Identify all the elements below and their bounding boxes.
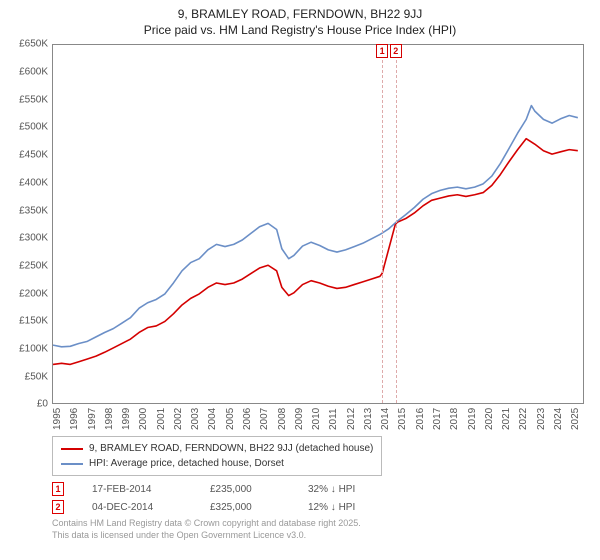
chart-lines: [53, 45, 583, 403]
y-tick-label: £650K: [19, 39, 48, 50]
x-tick-label: 2024: [553, 408, 555, 430]
y-tick-label: £500K: [19, 122, 48, 133]
x-tick-label: 2019: [467, 408, 469, 430]
x-tick-label: 2003: [190, 408, 192, 430]
x-tick-label: 2017: [432, 408, 434, 430]
title-line-2: Price paid vs. HM Land Registry's House …: [0, 22, 600, 38]
y-tick-label: £450K: [19, 150, 48, 161]
x-tick-label: 2018: [449, 408, 451, 430]
x-tick-label: 2022: [518, 408, 520, 430]
legend-label: HPI: Average price, detached house, Dors…: [89, 456, 284, 471]
y-tick-label: £300K: [19, 233, 48, 244]
x-tick-label: 2004: [207, 408, 209, 430]
sale-delta: 12% ↓ HPI: [308, 502, 355, 513]
footer-attribution: Contains HM Land Registry data © Crown c…: [52, 518, 588, 541]
footer-line-1: Contains HM Land Registry data © Crown c…: [52, 518, 588, 530]
x-tick-label: 2011: [328, 409, 330, 431]
legend-row: 9, BRAMLEY ROAD, FERNDOWN, BH22 9JJ (det…: [61, 441, 373, 456]
x-tick-label: 2023: [536, 408, 538, 430]
chart-area: £0 £50K £100K £150K £200K £250K £300K £350K £400…: [12, 44, 588, 432]
footer-line-2: This data is licensed under the Open Gov…: [52, 530, 588, 542]
sales-table: 1 17-FEB-2014 £235,000 32% ↓ HPI 2 04-DEC-201…: [52, 482, 588, 514]
sale-marker-box: 2: [390, 44, 402, 58]
y-tick-label: £0: [37, 399, 48, 410]
x-tick-label: 1996: [69, 408, 71, 430]
sale-price: £325,000: [210, 502, 280, 513]
x-tick-label: 2005: [225, 408, 227, 430]
legend-area: 9, BRAMLEY ROAD, FERNDOWN, BH22 9JJ (det…: [52, 436, 588, 476]
sale-row-marker: 2: [52, 500, 64, 514]
sale-row: 2 04-DEC-2014 £325,000 12% ↓ HPI: [52, 500, 588, 514]
sale-marker-line: [382, 45, 383, 403]
x-tick-label: 2008: [277, 408, 279, 430]
x-tick-label: 1999: [121, 408, 123, 430]
legend-box: 9, BRAMLEY ROAD, FERNDOWN, BH22 9JJ (det…: [52, 436, 382, 476]
x-tick-label: 2015: [397, 408, 399, 430]
x-tick-label: 2009: [294, 408, 296, 430]
x-tick-label: 2000: [138, 408, 140, 430]
sale-row: 1 17-FEB-2014 £235,000 32% ↓ HPI: [52, 482, 588, 496]
chart-title-block: 9, BRAMLEY ROAD, FERNDOWN, BH22 9JJ Pric…: [0, 0, 600, 38]
x-tick-label: 2025: [570, 408, 572, 430]
series-price_paid: [53, 139, 578, 365]
legend-swatch: [61, 448, 83, 450]
y-tick-label: £350K: [19, 205, 48, 216]
y-tick-label: £250K: [19, 260, 48, 271]
x-tick-label: 2016: [415, 408, 417, 430]
x-tick-label: 2007: [259, 408, 261, 430]
legend-label: 9, BRAMLEY ROAD, FERNDOWN, BH22 9JJ (det…: [89, 441, 373, 456]
y-tick-label: £200K: [19, 288, 48, 299]
y-tick-label: £550K: [19, 94, 48, 105]
y-tick-label: £600K: [19, 67, 48, 78]
x-axis: 1995 1996 1997 1998 1999 2000 2001 2002 2003 2004…: [52, 404, 584, 432]
plot-region: 12: [52, 44, 584, 404]
x-tick-label: 2021: [501, 408, 503, 430]
x-tick-label: 2002: [173, 408, 175, 430]
x-tick-label: 2014: [380, 408, 382, 430]
x-tick-label: 2001: [156, 408, 158, 430]
x-tick-label: 1998: [104, 408, 106, 430]
legend-swatch: [61, 463, 83, 465]
series-hpi: [53, 106, 578, 347]
y-tick-label: £150K: [19, 316, 48, 327]
y-axis: £0£50K£100K£150K£200K£250K£300K£350K£400…: [12, 44, 52, 404]
legend-row: HPI: Average price, detached house, Dors…: [61, 456, 373, 471]
sale-date: 17-FEB-2014: [92, 484, 182, 495]
x-tick-label: 2010: [311, 408, 313, 430]
title-line-1: 9, BRAMLEY ROAD, FERNDOWN, BH22 9JJ: [0, 6, 600, 22]
x-tick-label: 1995: [52, 408, 54, 430]
x-tick-label: 2006: [242, 408, 244, 430]
y-tick-label: £50K: [25, 371, 48, 382]
x-tick-label: 1997: [87, 408, 89, 430]
sale-marker-box: 1: [376, 44, 388, 58]
x-tick-label: 2012: [346, 408, 348, 430]
sale-date: 04-DEC-2014: [92, 502, 182, 513]
y-tick-label: £100K: [19, 343, 48, 354]
sale-price: £235,000: [210, 484, 280, 495]
sale-marker-line: [396, 45, 397, 403]
x-tick-label: 2013: [363, 408, 365, 430]
sale-row-marker: 1: [52, 482, 64, 496]
sale-delta: 32% ↓ HPI: [308, 484, 355, 495]
x-tick-label: 2020: [484, 408, 486, 430]
y-tick-label: £400K: [19, 177, 48, 188]
